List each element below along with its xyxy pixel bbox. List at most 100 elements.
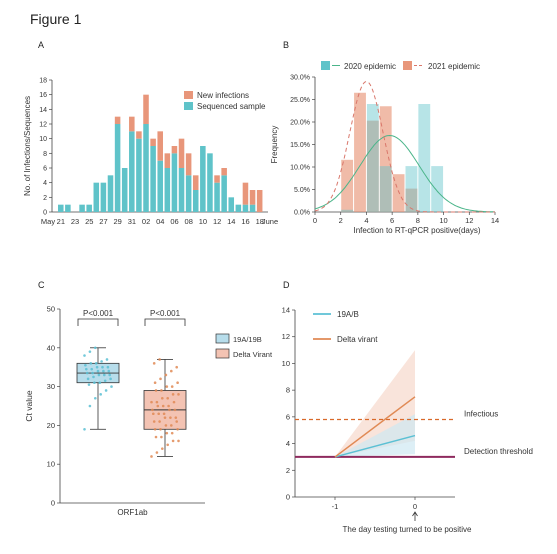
panel-a-bar-sequenced xyxy=(200,146,206,212)
panel-d-y-tick-label: 4 xyxy=(286,439,290,448)
panel-c-point xyxy=(153,427,157,431)
panel-c-point xyxy=(164,373,168,377)
panel-b-y-tick-label: 5.0% xyxy=(294,187,310,194)
panel-letter-c: C xyxy=(38,280,45,290)
panel-c-point xyxy=(91,371,94,375)
panel-letter-d: D xyxy=(283,280,290,290)
panel-a-bar-sequenced xyxy=(214,182,220,212)
panel-d-legend-delta: Delta virant xyxy=(337,335,378,344)
figure-title: Figure 1 xyxy=(30,11,82,27)
panel-a-y-tick-label: 10 xyxy=(39,136,47,143)
panel-c-point xyxy=(105,358,109,361)
panel-c-point xyxy=(152,362,156,365)
panel-c-point xyxy=(157,412,160,416)
panel-d-series-line xyxy=(334,434,416,458)
panel-c-point xyxy=(170,385,174,388)
panel-a-bar-new-infections xyxy=(143,94,149,124)
panel-d-infectious-label: Infectious xyxy=(464,410,498,419)
panel-c-point xyxy=(100,360,103,363)
panel-b-bar-2020 xyxy=(379,166,392,212)
panel-c-point xyxy=(150,400,153,404)
panel-c-point xyxy=(110,385,113,388)
panel-b-legend-2020: 2020 epidemic xyxy=(344,62,396,71)
panel-c-point xyxy=(174,416,178,419)
panel-d-legend-19ab: 19A/B xyxy=(337,310,359,319)
panel-b-bar-2021 xyxy=(354,92,366,212)
panel-c-point xyxy=(158,420,161,423)
panel-a-legend-swatch-new xyxy=(184,91,193,99)
panel-b-x-tick-label: 0 xyxy=(313,216,317,225)
panel-c-point xyxy=(86,377,90,381)
panel-b-y-tick-label: 0.0% xyxy=(294,210,310,217)
panel-c-point xyxy=(152,412,155,416)
panel-a-bar-new-infections xyxy=(242,182,249,205)
panel-b-legend-swatch-2021 xyxy=(403,61,412,70)
panel-a-x-tick-label: 27 xyxy=(99,217,107,226)
panel-d-band xyxy=(335,414,415,457)
panel-a-bar-sequenced xyxy=(79,204,85,212)
panel-c-bracket xyxy=(144,318,186,326)
panel-a-bar-sequenced xyxy=(121,168,128,212)
panel-c-point xyxy=(153,381,157,385)
panel-a-bar-sequenced xyxy=(185,175,192,212)
panel-c-point xyxy=(97,373,101,377)
panel-c-point xyxy=(170,424,173,427)
panel-c-point xyxy=(159,427,162,431)
panel-c-point xyxy=(160,435,163,439)
panel-d-detection-label: Detection threshold xyxy=(464,447,533,456)
panel-c-point xyxy=(166,443,169,447)
panel-c-point xyxy=(170,431,174,435)
panel-c-point xyxy=(85,367,88,371)
panel-b-x-tick-label: 10 xyxy=(439,216,447,225)
panel-c-point xyxy=(176,381,179,385)
panel-c-point xyxy=(151,408,154,412)
panel-a-y-tick-label: 16 xyxy=(39,92,47,99)
panel-c-point xyxy=(107,369,111,373)
panel-c-point xyxy=(158,358,161,361)
panel-letter-b: B xyxy=(283,40,290,50)
panel-d-y-tick-label: 8 xyxy=(286,386,290,395)
panel-a-bar-new-infections xyxy=(249,190,256,205)
panel-a-x-tick-label: 10 xyxy=(199,217,207,226)
panel-c-point xyxy=(175,420,178,423)
panel-a-y-label: No. of Infections/Sequences xyxy=(23,96,32,196)
panel-a-x-tick-label: 08 xyxy=(185,217,193,226)
panel-b-bar-2021 xyxy=(392,174,405,212)
panel-c-y-tick-label: 0 xyxy=(51,499,55,508)
panel-letter-a: A xyxy=(38,40,45,50)
panel-c-point xyxy=(84,363,87,367)
panel-a-x-tick-label: 23 xyxy=(71,217,79,226)
panel-a-bar-new-infections xyxy=(171,146,178,154)
panel-a-bar-sequenced xyxy=(86,204,92,212)
panel-a-x-tick-label: 21 xyxy=(57,217,65,226)
panel-c-point xyxy=(108,373,111,377)
panel-d-x-tick-label: 0 xyxy=(413,502,417,511)
panel-b-y-tick-label: 25.0% xyxy=(290,97,310,104)
panel-d-y-tick-label: 2 xyxy=(286,466,290,475)
panel-a-x-tick-label: June xyxy=(262,217,278,226)
panel-d-x-label: The day testing turned to be positive xyxy=(343,525,473,534)
panel-a-bar-sequenced xyxy=(249,204,256,212)
panel-a-bar-sequenced xyxy=(242,204,249,212)
panel-c-point xyxy=(170,369,173,373)
panel-b-legend-2021: 2021 epidemic xyxy=(428,62,480,71)
panel-c-point xyxy=(161,447,164,450)
panel-a-x-tick-label: 25 xyxy=(85,217,93,226)
panel-c-point xyxy=(165,385,169,388)
panel-a-bar-new-infections xyxy=(150,138,156,146)
panel-c-point xyxy=(164,424,168,427)
panel-a-bar-new-infections xyxy=(136,131,142,139)
panel-c-y-tick-label: 30 xyxy=(47,382,55,391)
panel-b-x-tick-label: 12 xyxy=(465,216,473,225)
panel-c-point xyxy=(168,408,171,412)
panel-c-legend-swatch-19a xyxy=(215,333,230,344)
panel-c-x-label: ORF1ab xyxy=(117,508,148,517)
panel-a-x-tick-label: 16 xyxy=(241,217,249,226)
panel-a-y-tick-label: 12 xyxy=(39,122,47,129)
panel-c-point xyxy=(152,420,156,423)
panel-b-bar-2021 xyxy=(379,106,392,212)
panel-c-y-tick-label: 10 xyxy=(47,460,55,469)
panel-c-point xyxy=(83,354,86,357)
panel-c-point xyxy=(103,373,106,377)
